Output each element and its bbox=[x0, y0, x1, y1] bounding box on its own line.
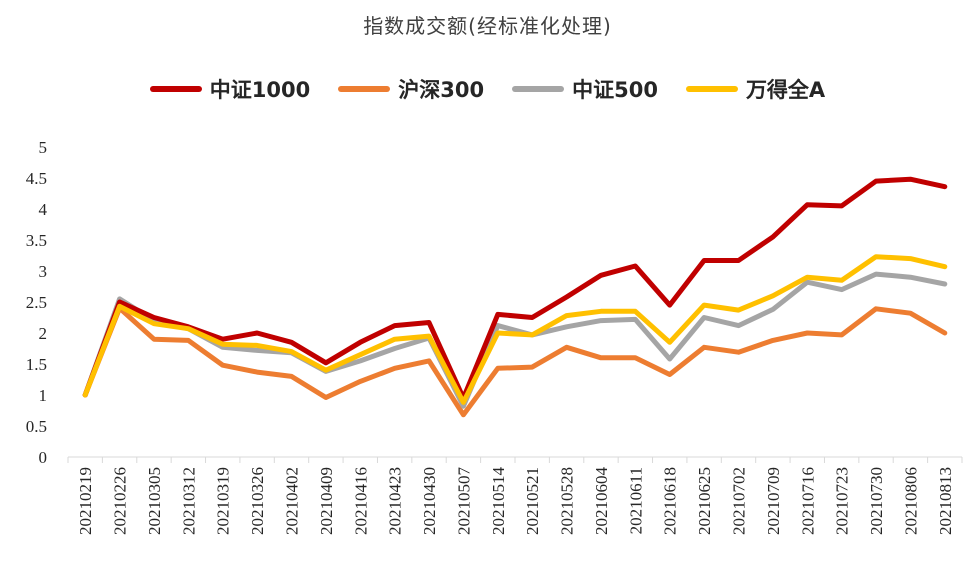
x-tick-label: 20210716 bbox=[798, 467, 817, 535]
legend: 中证1000 沪深300 中证500 万得全A bbox=[0, 74, 975, 104]
series-line bbox=[82, 305, 948, 418]
y-tick-label: 1.5 bbox=[26, 355, 47, 374]
x-tick-label: 20210402 bbox=[283, 467, 302, 535]
y-tick-label: 2 bbox=[39, 324, 48, 343]
x-tick-label: 20210219 bbox=[76, 467, 95, 535]
y-tick-label: 3.5 bbox=[26, 231, 47, 250]
series-line bbox=[82, 254, 948, 405]
x-tick-label: 20210507 bbox=[454, 467, 473, 535]
y-tick-label: 4.5 bbox=[26, 169, 47, 188]
x-tick-label: 20210305 bbox=[145, 467, 164, 535]
y-tick-label: 2.5 bbox=[26, 293, 47, 312]
x-tick-label: 20210326 bbox=[248, 467, 267, 535]
y-tick-label: 5 bbox=[39, 138, 48, 157]
x-tick-label: 20210702 bbox=[730, 467, 749, 535]
legend-label: 沪深300 bbox=[398, 78, 485, 102]
x-tick-label: 20210730 bbox=[867, 467, 886, 535]
legend-swatch bbox=[149, 86, 202, 92]
y-tick-label: 0.5 bbox=[26, 417, 47, 436]
x-tick-label: 20210416 bbox=[351, 467, 370, 535]
legend-label: 中证500 bbox=[572, 78, 658, 102]
x-tick-label: 20210312 bbox=[179, 467, 198, 535]
x-tick-label: 20210611 bbox=[626, 467, 645, 534]
x-tick-label: 20210409 bbox=[317, 467, 336, 535]
series-line bbox=[82, 271, 948, 409]
y-tick-label: 1 bbox=[39, 386, 48, 405]
legend-item: 中证1000 bbox=[149, 74, 311, 104]
x-tick-label: 20210423 bbox=[386, 467, 405, 535]
x-tick-label: 20210514 bbox=[489, 467, 508, 536]
x-tick-label: 20210226 bbox=[111, 467, 130, 535]
x-tick-label: 20210521 bbox=[523, 467, 542, 535]
x-tick-label: 20210723 bbox=[833, 467, 852, 535]
y-tick-label: 4 bbox=[39, 200, 48, 219]
x-tick-label: 20210806 bbox=[901, 467, 920, 535]
x-tick-label: 20210813 bbox=[936, 467, 955, 535]
y-tick-label: 0 bbox=[39, 448, 48, 467]
legend-swatch bbox=[512, 86, 565, 92]
legend-swatch bbox=[685, 86, 738, 92]
legend-item: 中证500 bbox=[512, 74, 658, 104]
x-tick-label: 20210319 bbox=[214, 467, 233, 535]
series-line bbox=[82, 176, 948, 401]
x-tick-label: 20210430 bbox=[420, 467, 439, 535]
legend-swatch bbox=[338, 86, 391, 92]
x-tick-label: 20210528 bbox=[558, 467, 577, 535]
y-tick-label: 3 bbox=[39, 262, 48, 281]
chart-title: 指数成交额(经标准化处理) bbox=[363, 14, 612, 38]
legend-label: 中证1000 bbox=[209, 78, 311, 102]
x-tick-label: 20210709 bbox=[764, 467, 783, 535]
x-tick-label: 20210604 bbox=[592, 467, 611, 536]
legend-label: 万得全A bbox=[745, 78, 826, 102]
x-tick-label: 20210618 bbox=[661, 467, 680, 535]
x-tick-label: 20210625 bbox=[695, 467, 714, 535]
legend-item: 万得全A bbox=[685, 74, 826, 104]
legend-item: 沪深300 bbox=[338, 74, 484, 104]
